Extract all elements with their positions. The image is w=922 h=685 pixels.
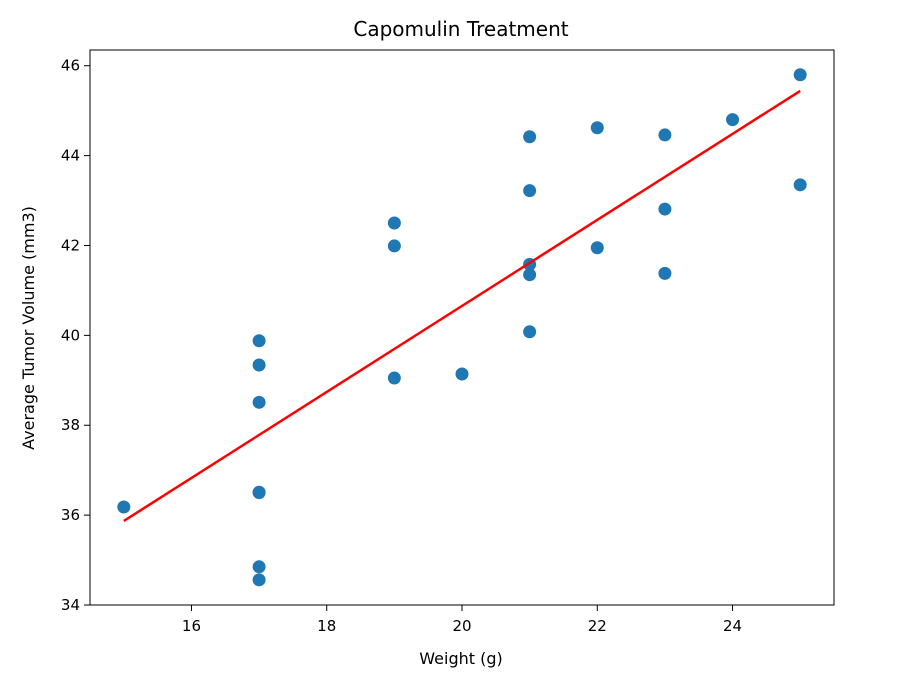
data-point	[252, 395, 266, 409]
data-point	[387, 216, 401, 230]
data-point	[658, 202, 672, 216]
data-point	[117, 500, 131, 514]
data-point	[523, 268, 537, 282]
data-point	[590, 241, 604, 255]
x-axis-title: Weight (g)	[419, 649, 502, 668]
data-point	[252, 573, 266, 587]
data-point	[658, 128, 672, 142]
data-point	[387, 371, 401, 385]
data-point	[523, 325, 537, 339]
data-point	[793, 68, 807, 82]
y-tick-label: 38	[61, 416, 80, 434]
y-tick-label: 44	[61, 147, 80, 165]
data-point	[387, 239, 401, 253]
x-tick-label: 18	[317, 617, 336, 635]
data-point	[793, 178, 807, 192]
y-tick-label: 46	[61, 57, 80, 75]
y-tick-label: 42	[61, 236, 80, 254]
data-point	[252, 358, 266, 372]
data-point	[455, 367, 469, 381]
data-point	[590, 121, 604, 135]
x-tick-label: 16	[182, 617, 201, 635]
data-point	[252, 486, 266, 500]
data-point	[726, 113, 740, 127]
x-tick-label: 24	[723, 617, 742, 635]
data-point	[523, 130, 537, 144]
y-axis-title: Average Tumor Volume (mm3)	[19, 206, 38, 450]
y-tick-label: 34	[61, 596, 80, 614]
data-point	[658, 266, 672, 280]
regression-line	[123, 89, 801, 523]
data-point	[252, 334, 266, 348]
chart-title: Capomulin Treatment	[353, 17, 568, 41]
x-tick-label: 22	[588, 617, 607, 635]
plot-area: 16 18 20 22 24 34 36 38 40 42 44 46	[61, 49, 835, 635]
data-point	[252, 560, 266, 574]
y-tick-label: 36	[61, 506, 80, 524]
plot-frame	[89, 49, 835, 606]
x-tick-label: 20	[452, 617, 471, 635]
data-point	[523, 184, 537, 198]
y-tick-label: 40	[61, 326, 80, 344]
